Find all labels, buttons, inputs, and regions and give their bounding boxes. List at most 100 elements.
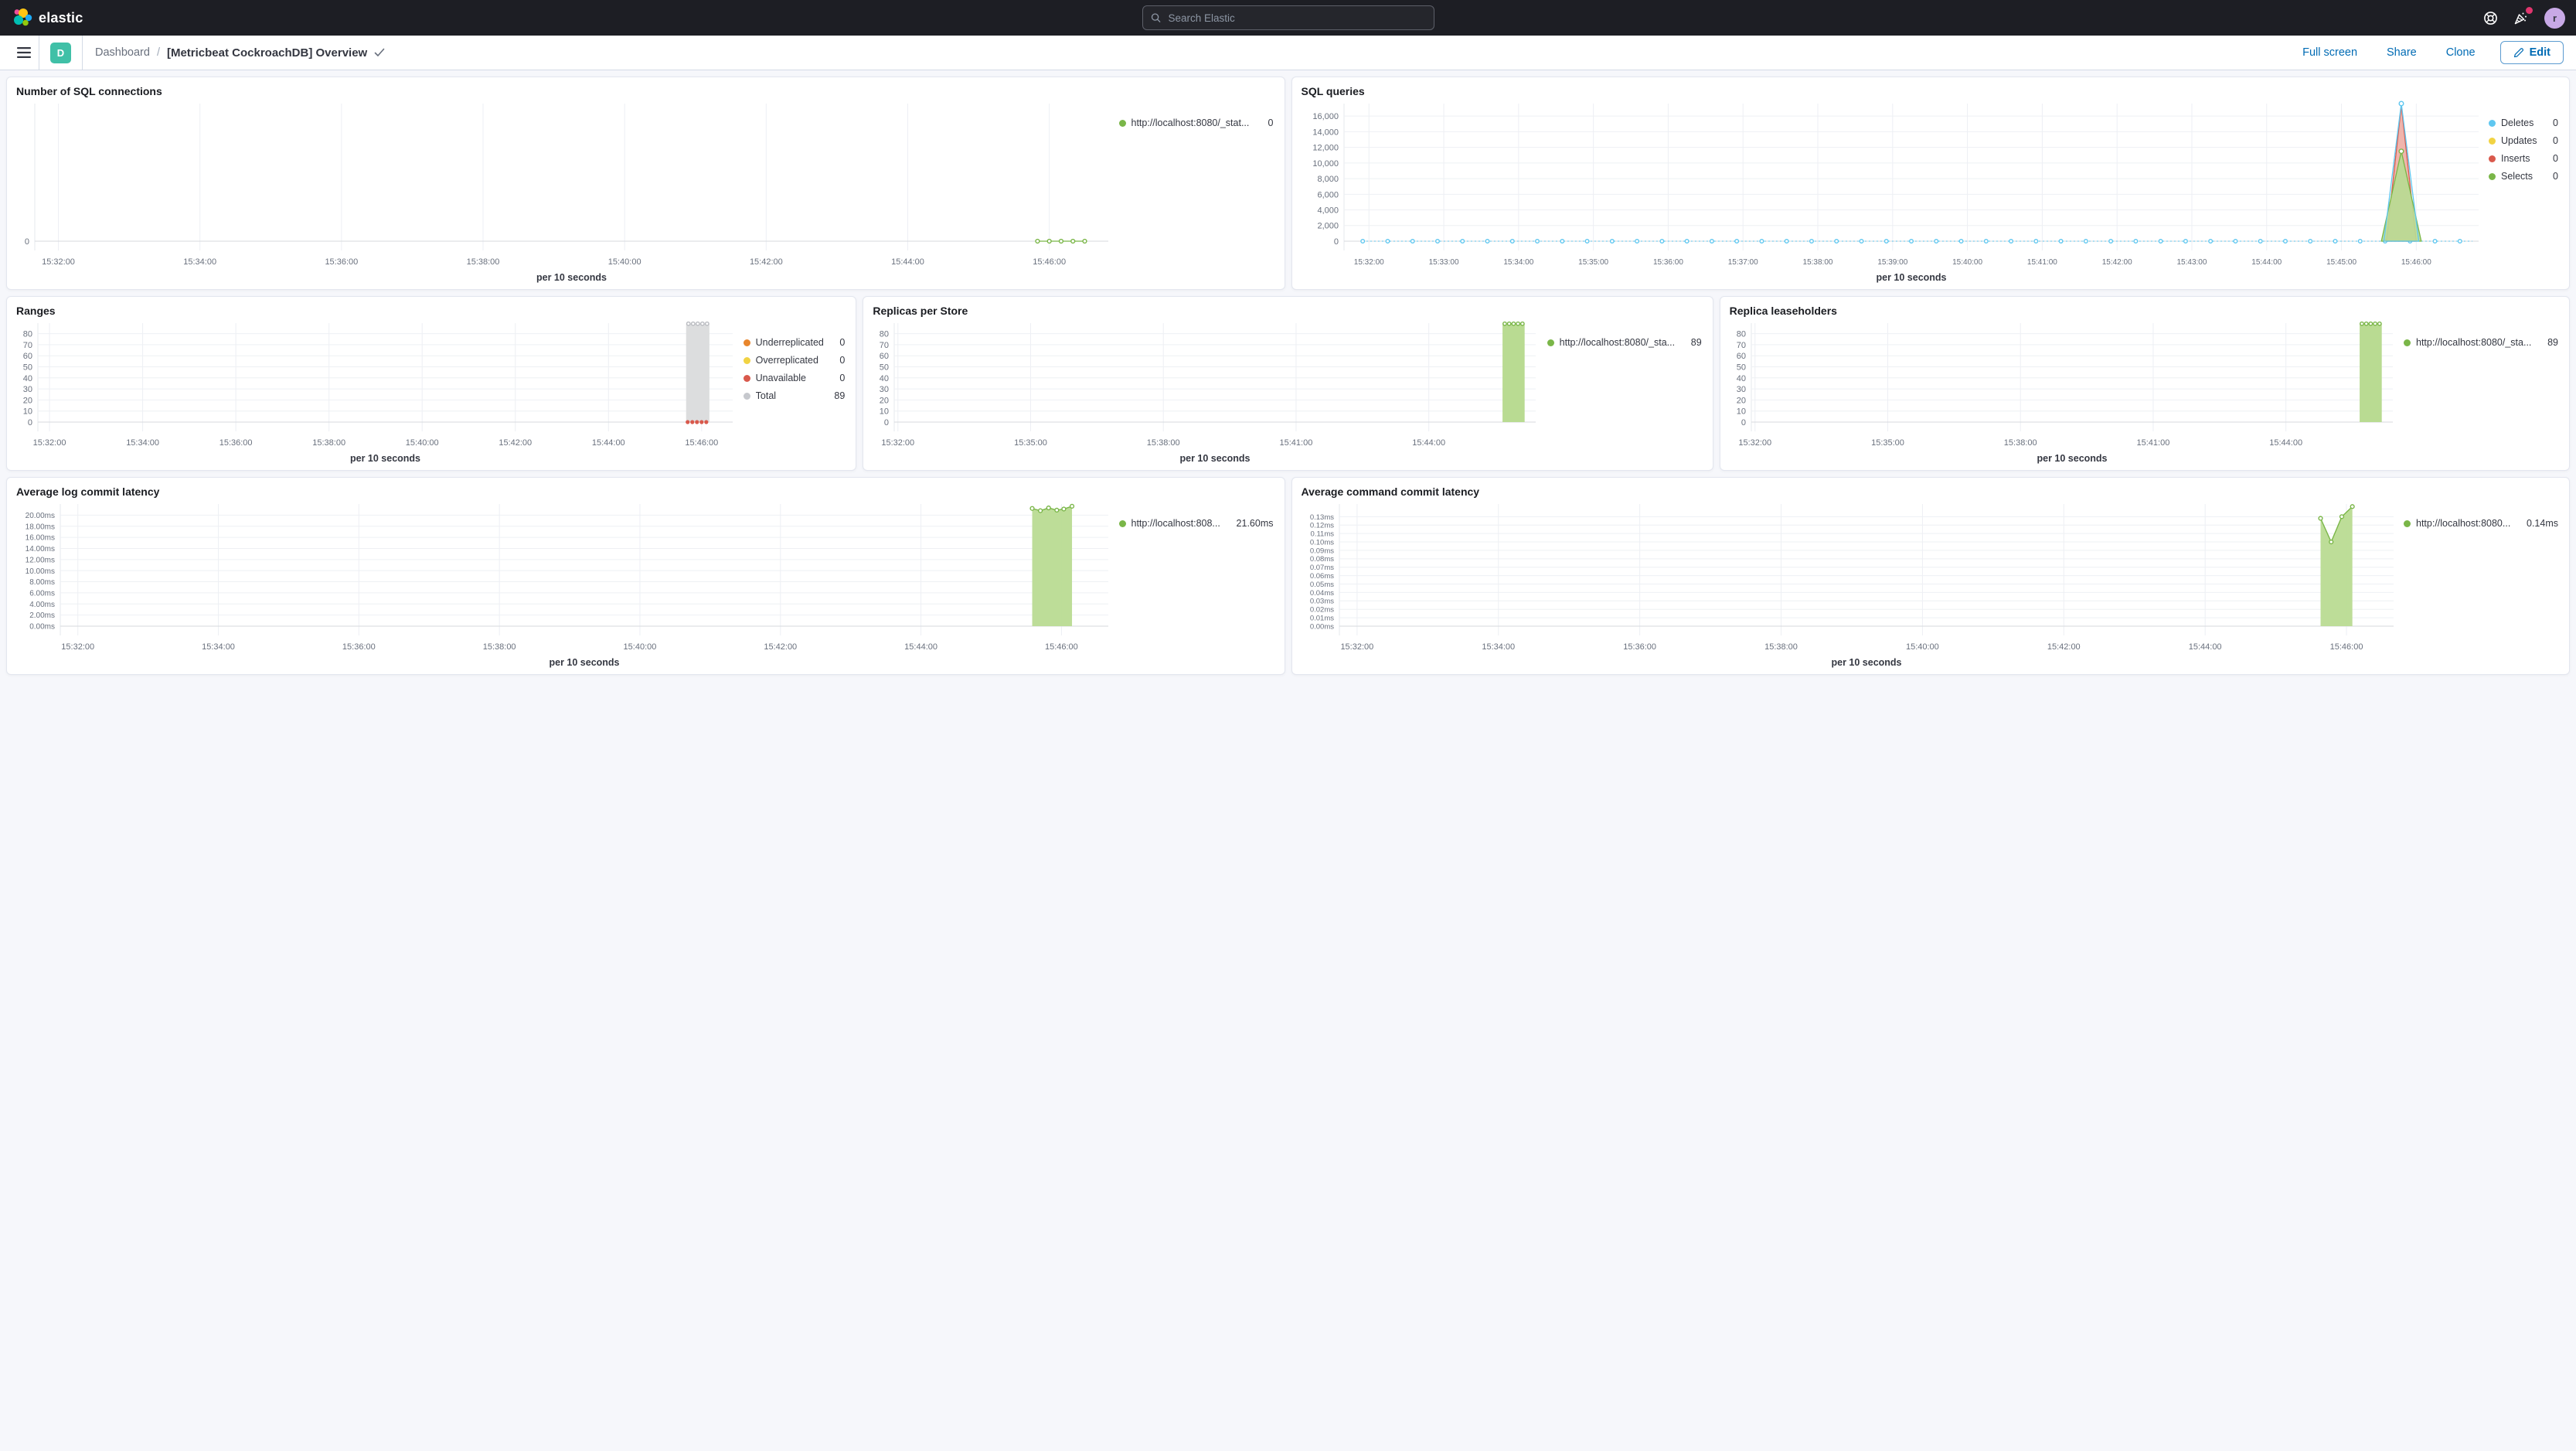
svg-text:15:42:00: 15:42:00: [499, 438, 532, 448]
svg-text:4,000: 4,000: [1317, 206, 1339, 216]
legend-item[interactable]: http://localhost:8080... 0.14ms: [2404, 518, 2558, 529]
svg-text:30: 30: [1736, 385, 1745, 394]
svg-text:0.06ms: 0.06ms: [1309, 572, 1333, 581]
svg-text:15:44:00: 15:44:00: [904, 642, 938, 652]
legend-item[interactable]: http://localhost:8080/_stat... 0: [1118, 118, 1274, 128]
notification-badge: [2526, 7, 2533, 14]
kibana-app: elastic: [0, 0, 2576, 681]
page-title: [Metricbeat CockroachDB] Overview: [166, 46, 368, 60]
legend-series-dot: [2489, 137, 2496, 145]
chart-plot-replica-leaseholders[interactable]: 0 10 20 30 40 50 60 70 80 15:32:00 15:35:00 15:38:0…: [1730, 317, 2397, 465]
svg-text:15:40:00: 15:40:00: [1905, 642, 1938, 652]
svg-text:0.10ms: 0.10ms: [1309, 538, 1333, 547]
svg-text:50: 50: [1736, 363, 1745, 372]
panel-sql-queries: SQL queries 0 2,000 4,000 6,000 8,000 10,000 12…: [1291, 77, 2570, 290]
panel-title: Average log commit latency: [16, 485, 160, 498]
svg-text:20: 20: [23, 396, 32, 405]
legend-item[interactable]: Unavailable 0: [743, 373, 845, 383]
chart-legend: http://localhost:8080/_stat... 0: [1113, 97, 1275, 284]
panel-title: Number of SQL connections: [16, 85, 162, 97]
legend-series-label: http://localhost:8080/_stat...: [1131, 118, 1250, 128]
svg-text:10: 10: [880, 407, 889, 417]
svg-text:0: 0: [884, 418, 889, 427]
title-check-icon: [374, 48, 385, 56]
chart-plot-replicas-per-store[interactable]: 0 10 20 30 40 50 60 70 80 15:32:00 15:35:00 15:38:0…: [873, 317, 1540, 465]
full-screen-button[interactable]: Full screen: [2298, 46, 2362, 60]
svg-text:15:44:00: 15:44:00: [2251, 258, 2282, 267]
clone-button[interactable]: Clone: [2442, 46, 2480, 60]
legend-item[interactable]: Inserts 0: [2489, 153, 2558, 164]
legend-item[interactable]: http://localhost:8080/_sta... 89: [1547, 337, 1702, 348]
chart-plot-ranges[interactable]: 0 10 20 30 40 50 60 70 80 15:32:00 15:34:00 15:36:0…: [16, 317, 737, 465]
legend-item[interactable]: Updates 0: [2489, 135, 2558, 146]
legend-item[interactable]: Total 89: [743, 390, 846, 401]
svg-text:16,000: 16,000: [1312, 112, 1339, 121]
svg-text:50: 50: [23, 363, 32, 372]
legend-item[interactable]: Overreplicated 0: [743, 355, 845, 366]
svg-text:15:46:00: 15:46:00: [1033, 257, 1066, 267]
svg-text:15:45:00: 15:45:00: [2326, 258, 2357, 267]
chart-plot-avg-log-commit-latency[interactable]: 0.00ms 2.00ms 4.00ms 6.00ms 8.00ms 10.00ms 12.…: [16, 498, 1113, 669]
chart-legend: http://localhost:8080/_sta... 89: [1541, 317, 1703, 465]
svg-text:15:38:00: 15:38:00: [312, 438, 345, 448]
legend-item[interactable]: Deletes 0: [2489, 118, 2558, 128]
legend-series-value: 0: [2553, 118, 2558, 128]
svg-text:70: 70: [1736, 341, 1745, 350]
panel-title: Replicas per Store: [873, 305, 968, 317]
svg-text:10,000: 10,000: [1312, 159, 1339, 169]
legend-series-label: http://localhost:8080/_sta...: [1559, 337, 1676, 348]
svg-text:14,000: 14,000: [1312, 128, 1339, 137]
svg-text:15:34:00: 15:34:00: [202, 642, 235, 652]
edit-button[interactable]: Edit: [2499, 41, 2564, 64]
svg-text:0.13ms: 0.13ms: [1309, 513, 1333, 522]
svg-text:0.01ms: 0.01ms: [1309, 615, 1333, 623]
svg-text:16.00ms: 16.00ms: [26, 534, 55, 543]
global-search: [1142, 5, 1434, 30]
chart-legend: http://localhost:8080... 0.14ms: [2397, 498, 2560, 669]
svg-text:15:35:00: 15:35:00: [1871, 438, 1904, 448]
chart-legend: http://localhost:808... 21.60ms: [1113, 498, 1275, 669]
legend-series-label: Selects: [2501, 171, 2533, 182]
svg-text:15:34:00: 15:34:00: [1482, 642, 1515, 652]
global-header: elastic: [0, 0, 2576, 36]
chart-plot-sql-connections[interactable]: 0 15:32:00 15:34:00 15:36:00 15:38:00 15:40:0…: [16, 97, 1113, 284]
legend-series-label: http://localhost:8080/_sta...: [2416, 337, 2532, 348]
legend-series-value: 21.60ms: [1236, 518, 1274, 529]
legend-item[interactable]: Selects 0: [2489, 171, 2558, 182]
menu-hamburger-button[interactable]: [9, 47, 39, 58]
breadcrumb-dashboard-link[interactable]: Dashboard: [95, 46, 150, 59]
panel-replica-leaseholders: Replica leaseholders 0 10 20 30 40 50 60 70 80 15:…: [1719, 296, 2570, 471]
svg-text:15:38:00: 15:38:00: [1802, 258, 1832, 267]
newsfeed-button[interactable]: [2513, 7, 2533, 26]
legend-series-value: 89: [1690, 337, 1702, 348]
svg-text:15:32:00: 15:32:00: [1340, 642, 1373, 652]
help-button[interactable]: [2483, 11, 2498, 26]
svg-text:15:36:00: 15:36:00: [1623, 642, 1656, 652]
search-input[interactable]: [1166, 11, 1426, 25]
svg-text:15:44:00: 15:44:00: [592, 438, 625, 448]
chart-plot-sql-queries[interactable]: 0 2,000 4,000 6,000 8,000 10,000 12,000 14,000 1…: [1302, 97, 2483, 284]
legend-series-dot: [743, 374, 750, 382]
svg-text:15:37:00: 15:37:00: [1727, 258, 1758, 267]
svg-text:15:44:00: 15:44:00: [2269, 438, 2302, 448]
panel-sql-connections: Number of SQL connections 0 15:32:00 15:34:…: [6, 77, 1285, 290]
legend-series-label: Total: [755, 390, 777, 401]
legend-series-value: 0: [839, 337, 846, 348]
share-button[interactable]: Share: [2382, 46, 2421, 60]
legend-series-value: 89: [834, 390, 846, 401]
svg-text:12.00ms: 12.00ms: [26, 556, 55, 564]
elastic-logo[interactable]: elastic: [11, 7, 83, 29]
legend-item[interactable]: http://localhost:8080/_sta... 89: [2404, 337, 2558, 348]
legend-series-dot: [743, 339, 750, 346]
legend-item[interactable]: http://localhost:808... 21.60ms: [1118, 518, 1274, 529]
legend-item[interactable]: Underreplicated 0: [743, 337, 846, 348]
pencil-icon: [2513, 48, 2523, 58]
svg-text:0.02ms: 0.02ms: [1309, 606, 1333, 615]
svg-text:60: 60: [880, 352, 889, 361]
svg-text:15:44:00: 15:44:00: [2188, 642, 2221, 652]
svg-text:6,000: 6,000: [1317, 190, 1339, 199]
space-badge[interactable]: D: [50, 42, 71, 63]
user-avatar[interactable]: r: [2544, 7, 2565, 29]
chart-plot-avg-command-commit-latency[interactable]: 0.00ms 0.01ms 0.02ms 0.03ms 0.04ms 0.05ms 0.06…: [1302, 498, 2398, 669]
chart-legend: Underreplicated 0 Overreplicated 0 Unavailab…: [737, 317, 847, 465]
